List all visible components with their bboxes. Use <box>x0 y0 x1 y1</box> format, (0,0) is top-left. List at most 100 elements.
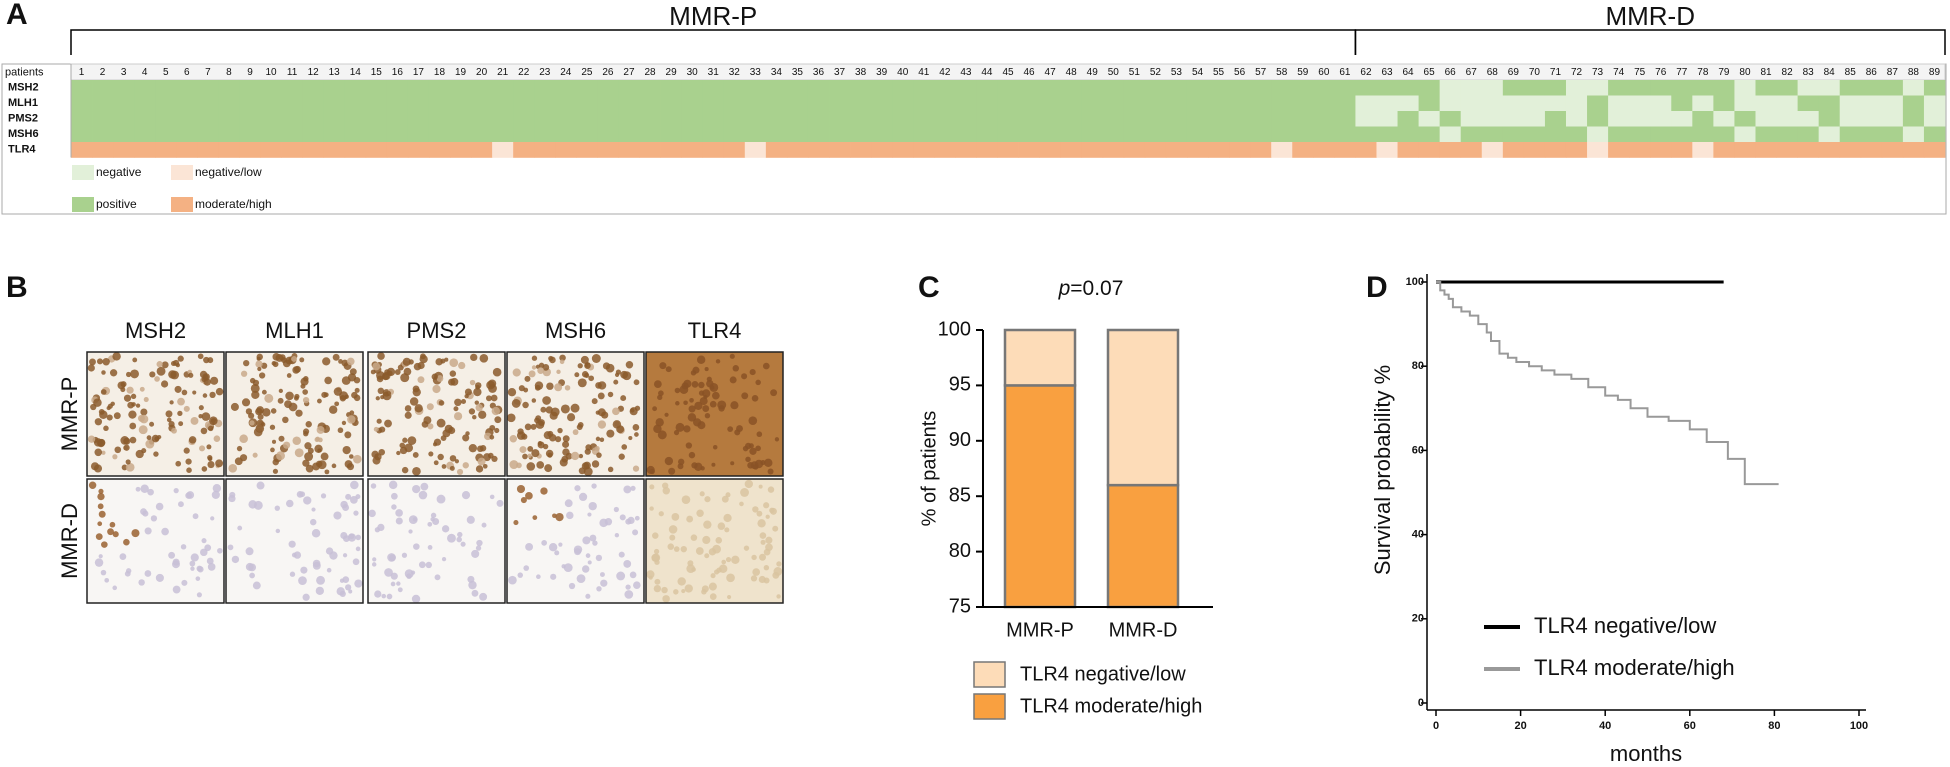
heatmap-cell <box>829 80 851 96</box>
tissue-nucleus <box>147 488 154 496</box>
heatmap-cell <box>323 126 346 143</box>
y-tick-label: 85 <box>949 484 971 506</box>
tissue-nucleus <box>404 569 414 579</box>
heatmap-cell <box>1734 126 1756 143</box>
row-label: MMR-P <box>57 377 82 452</box>
heatmap-cell <box>1460 142 1483 158</box>
heatmap-cell <box>1376 95 1398 112</box>
tissue-nucleus <box>562 440 570 448</box>
heatmap-cell <box>1418 126 1441 143</box>
heatmap-cell <box>1292 111 1314 127</box>
tissue-nucleus <box>537 441 543 446</box>
heatmap-cell <box>1839 111 1862 127</box>
bar-segment <box>1106 328 1180 487</box>
tissue-nucleus <box>599 518 608 528</box>
patient-label: 23 <box>539 67 551 78</box>
heatmap-cell <box>450 126 472 143</box>
heatmap-cell <box>1039 80 1062 96</box>
heatmap-cell <box>1229 80 1251 96</box>
tissue-nucleus <box>166 417 172 423</box>
tissue-nucleus <box>299 357 305 363</box>
heatmap-cell <box>1650 126 1672 143</box>
patient-label: 64 <box>1403 67 1415 78</box>
tissue-nucleus <box>198 405 204 411</box>
column-label: PMS2 <box>407 318 467 343</box>
heatmap-cell <box>92 126 114 143</box>
heatmap-cell <box>1292 126 1314 143</box>
heatmap-cell <box>344 80 367 96</box>
heatmap-cell <box>1587 126 1609 143</box>
tissue-nucleus <box>449 358 459 368</box>
heatmap-cell <box>1797 142 1820 158</box>
tissue-nucleus <box>691 381 699 388</box>
patient-label: 4 <box>142 67 148 78</box>
heatmap-cell <box>555 111 577 127</box>
tissue-nucleus <box>104 577 110 583</box>
patient-label: 72 <box>1571 67 1583 78</box>
heatmap-cell <box>639 126 661 143</box>
tissue-nucleus <box>581 565 590 573</box>
heatmap-cell <box>1481 80 1504 96</box>
tissue-nucleus <box>482 463 488 469</box>
tissue-nucleus <box>197 353 204 360</box>
tissue-nucleus <box>774 437 780 442</box>
heatmap-cell <box>260 142 282 158</box>
heatmap-cell <box>1123 111 1146 127</box>
tissue-nucleus <box>302 389 308 395</box>
tissue-nucleus <box>384 419 392 428</box>
patient-label: 27 <box>623 67 635 78</box>
tissue-nucleus <box>730 461 735 466</box>
tissue-nucleus <box>721 559 727 565</box>
tissue-nucleus <box>311 507 316 512</box>
heatmap-cell <box>1186 111 1209 127</box>
tissue-nucleus <box>755 379 761 386</box>
tissue-nucleus <box>131 529 140 538</box>
tissue-nucleus <box>259 372 266 379</box>
heatmap-cell <box>365 142 388 158</box>
heatmap-cell <box>1608 80 1630 96</box>
heatmap-cell <box>218 95 240 112</box>
heatmap-cell <box>1081 126 1104 143</box>
tissue-nucleus <box>230 402 239 411</box>
patient-label: 83 <box>1803 67 1815 78</box>
tissue-nucleus <box>94 418 103 426</box>
tissue-nucleus <box>112 352 121 361</box>
tissue-nucleus <box>252 581 261 590</box>
heatmap-cell <box>1544 142 1567 158</box>
tissue-nucleus <box>710 573 716 579</box>
tissue-nucleus <box>511 399 521 408</box>
tissue-nucleus <box>512 368 521 377</box>
tissue-nucleus <box>526 462 536 471</box>
heatmap-cell <box>892 80 914 96</box>
heatmap-cell <box>1797 95 1820 112</box>
tissue-nucleus <box>596 586 602 592</box>
heatmap-cell <box>260 111 282 127</box>
tissue-nucleus <box>113 412 121 420</box>
tissue-nucleus <box>585 444 592 451</box>
tissue-nucleus <box>567 413 576 422</box>
legend-label: negative/low <box>195 165 262 179</box>
tissue-nucleus <box>418 561 426 569</box>
tissue-nucleus <box>353 454 362 464</box>
tissue-nucleus <box>749 447 757 455</box>
tissue-nucleus <box>373 426 379 432</box>
patient-label: 18 <box>434 67 446 78</box>
heatmap-cell <box>1250 95 1272 112</box>
heatmap-cell <box>660 142 683 158</box>
tissue-nucleus <box>427 423 434 430</box>
heatmap-cell <box>428 80 451 96</box>
tissue-nucleus <box>303 496 312 505</box>
legend-label: negative <box>96 165 142 179</box>
tissue-nucleus <box>201 538 207 544</box>
heatmap-cell <box>323 111 346 127</box>
tissue-nucleus <box>718 564 728 573</box>
heatmap-cell <box>1839 142 1862 158</box>
heatmap-cell <box>92 142 114 158</box>
tissue-nucleus <box>683 400 688 406</box>
column-label: MSH2 <box>125 318 186 343</box>
tissue-nucleus <box>473 387 482 397</box>
tissue-nucleus <box>527 453 532 458</box>
heatmap-cell <box>1587 111 1609 127</box>
heatmap-cell <box>681 80 704 96</box>
heatmap-cell <box>302 95 325 112</box>
